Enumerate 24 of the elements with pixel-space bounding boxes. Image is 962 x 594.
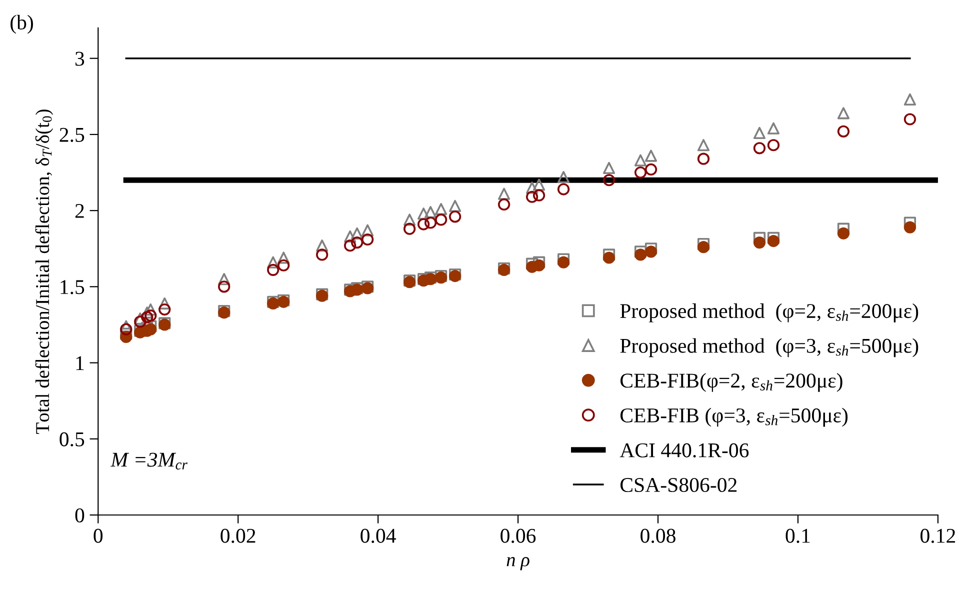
y-tick-label: 2.5 xyxy=(60,128,84,142)
x-tick-label: 0 xyxy=(94,528,103,543)
x-tick-label: 0.02 xyxy=(220,528,256,543)
x-tick-label: 0.06 xyxy=(500,528,536,543)
x-tick-label: 0.04 xyxy=(360,528,396,543)
y-tick-label: 3 xyxy=(76,52,84,66)
text: (b) xyxy=(10,14,33,34)
x-tick-label: 0.1 xyxy=(786,528,810,543)
y-tick-label: 1 xyxy=(76,356,84,370)
legend-label: CEB-FIB(φ=2, ε$_{sh}$=200με) xyxy=(620,373,842,392)
x-tick-label: 0.12 xyxy=(920,528,956,543)
y-tick-label: 1.5 xyxy=(60,280,84,294)
annotation: M =3M$_{cr}$ xyxy=(110,452,188,470)
legend-label: CEB-FIB (φ=3, ε$_{sh}$=500με) xyxy=(620,408,848,427)
y-tick-label: 0.5 xyxy=(60,432,84,446)
legend-label: Proposed method (φ=2, ε$_{sh}$=200με) xyxy=(620,303,918,322)
legend-label: CSA-S806-02 xyxy=(620,478,737,492)
x-axis-title: n ρ xyxy=(506,556,530,570)
legend-label: Proposed method (φ=3, ε$_{sh}$=500με) xyxy=(620,338,918,358)
legend-label: ACI 440.1R-06 xyxy=(620,443,749,458)
x-tick-label: 0.08 xyxy=(640,528,676,543)
y-axis-title: Total deflection/Initial deflection, δ$_{T}$/δ(t$_{0}$) xyxy=(35,110,54,434)
y-tick-label: 0 xyxy=(75,508,84,522)
y-tick-label: 2 xyxy=(75,204,84,218)
